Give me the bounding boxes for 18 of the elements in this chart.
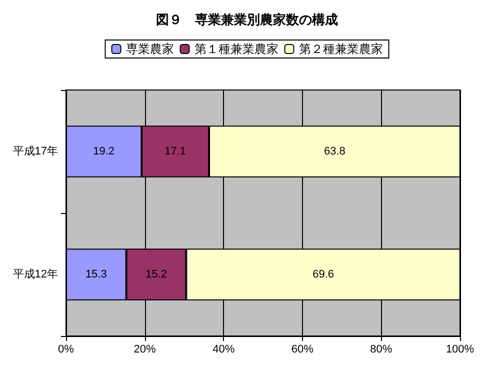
data-label: 17.1 <box>164 146 186 158</box>
x-tick-label: 80% <box>370 344 392 356</box>
x-tick-label: 20% <box>134 344 156 356</box>
y-tick-label: 平成12年 <box>12 268 58 280</box>
legend-label: 第１種兼業農家 <box>194 42 278 56</box>
data-label: 15.2 <box>146 268 167 280</box>
x-tick-label: 100% <box>446 344 474 356</box>
data-label: 69.6 <box>312 268 334 280</box>
legend-label: 第２種兼業農家 <box>298 42 383 56</box>
data-label: 63.8 <box>324 146 346 158</box>
x-tick-label: 60% <box>291 344 314 356</box>
y-tick-label: 平成17年 <box>12 144 58 158</box>
chart-title: 図９ 専業兼業別農家数の構成 <box>156 12 338 27</box>
x-tick-label: 0% <box>58 344 74 356</box>
x-tick-label: 40% <box>212 344 235 356</box>
legend-label: 専業農家 <box>126 42 174 56</box>
data-label: 19.2 <box>93 146 115 158</box>
data-label: 15.3 <box>85 268 107 280</box>
